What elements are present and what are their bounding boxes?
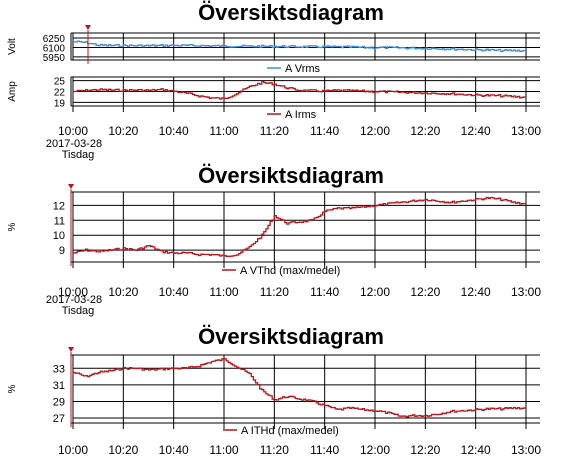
- x-tick-label: 10:40: [159, 443, 189, 457]
- legend: A VThd (max/medel): [222, 265, 340, 277]
- y-tick-label: 22: [54, 88, 66, 99]
- chart-title: Översiktsdiagram: [198, 324, 384, 349]
- y-axis-label: %: [7, 222, 18, 231]
- x-tick-label: 11:20: [260, 443, 289, 457]
- chart-panel-4: Översiktsdiagram 33 31 29 27% A ITHd (max/med…: [7, 324, 540, 437]
- x-tick-label: 12:00: [360, 443, 390, 457]
- legend: A Vrms: [267, 63, 321, 75]
- time-axis-2: 10:00 10:20 10:40 11:00 11:20 11:40 12:00 12:20…: [46, 262, 541, 317]
- x-tick-label: 10:20: [108, 285, 138, 299]
- x-tick-label: 10:00: [58, 443, 88, 457]
- y-tick-label: 10: [53, 230, 65, 242]
- legend: A ITHd (max/medel): [223, 425, 339, 437]
- x-tick-label: 12:00: [360, 285, 390, 299]
- x-tick-label: 12:20: [410, 124, 440, 138]
- y-tick-label: 25: [54, 77, 66, 88]
- y-tick-label: 5950: [43, 53, 66, 64]
- y-tick-label: 12: [53, 200, 65, 212]
- y-tick-label: 11: [54, 215, 65, 227]
- date-label: 2017-03-28: [46, 138, 102, 150]
- weekday-label: Tisdag: [62, 305, 95, 317]
- x-tick-label: 13:00: [511, 285, 541, 299]
- date-label: 2017-03-28: [46, 294, 102, 306]
- legend-label: A Vrms: [285, 63, 321, 75]
- chart-title: Översiktsdiagram: [198, 163, 384, 188]
- series-line-1: [73, 40, 526, 53]
- x-tick-label: 12:40: [461, 443, 491, 457]
- x-tick-label: 10:00: [58, 285, 88, 299]
- y-tick-label: 6250: [43, 34, 66, 45]
- x-tick-label: 12:20: [410, 443, 440, 457]
- x-tick-label: 11:00: [209, 124, 238, 138]
- weekday-label: Tisdag: [62, 149, 95, 161]
- time-axis-3: 10:00 10:20 10:40 11:00 11:20 11:40 12:00 12:20…: [58, 423, 541, 457]
- chart-title: Översiktsdiagram: [198, 0, 384, 25]
- x-tick-label: 13:00: [511, 124, 541, 138]
- y-tick-label: 29: [53, 396, 65, 408]
- x-tick-label: 10:40: [159, 285, 189, 299]
- x-tick-label: 12:20: [410, 285, 440, 299]
- x-tick-label: 12:40: [461, 124, 491, 138]
- x-tick-label: 11:40: [310, 443, 339, 457]
- y-tick-label: 9: [59, 245, 65, 257]
- x-tick-label: 10:20: [108, 443, 138, 457]
- x-tick-label: 12:40: [461, 285, 491, 299]
- x-tick-label: 11:00: [209, 285, 238, 299]
- series-line-4: [73, 358, 526, 418]
- y-axis-label: Amp: [7, 81, 18, 102]
- start-marker-triangle: [68, 347, 74, 352]
- legend: A Irms: [267, 109, 317, 121]
- x-tick-label: 11:00: [209, 443, 238, 457]
- y-tick-label: 31: [53, 380, 65, 392]
- x-tick-label: 11:20: [260, 285, 289, 299]
- y-tick-label: 27: [53, 413, 65, 425]
- x-tick-label: 11:40: [310, 124, 339, 138]
- y-tick-label: 19: [54, 98, 66, 109]
- x-tick-label: 13:00: [511, 443, 541, 457]
- legend-label: A Irms: [285, 109, 317, 121]
- y-tick-label: 6100: [43, 43, 66, 54]
- legend-label: A VThd (max/medel): [240, 265, 340, 277]
- y-axis-label: %: [7, 384, 18, 393]
- x-tick-label: 11:20: [260, 124, 289, 138]
- x-tick-label: 10:40: [159, 124, 189, 138]
- x-tick-label: 10:20: [108, 124, 138, 138]
- x-tick-label: 11:40: [310, 285, 339, 299]
- series-line-2: [73, 80, 526, 100]
- legend-label: A ITHd (max/medel): [241, 425, 339, 437]
- time-axis-1: 10:00 10:20 10:40 11:00 11:20 11:40 12:00 12:20…: [46, 106, 541, 161]
- chart-panel-3: Översiktsdiagram 12 11 10 9% A VThd (max/mede…: [7, 163, 540, 277]
- y-tick-label: 33: [53, 363, 65, 375]
- start-marker-triangle: [85, 25, 91, 30]
- series-line-3: [73, 196, 526, 257]
- x-tick-label: 12:00: [360, 124, 390, 138]
- start-marker-triangle: [68, 184, 74, 189]
- y-axis-label: Volt: [7, 38, 18, 55]
- x-tick-label: 10:00: [58, 124, 88, 138]
